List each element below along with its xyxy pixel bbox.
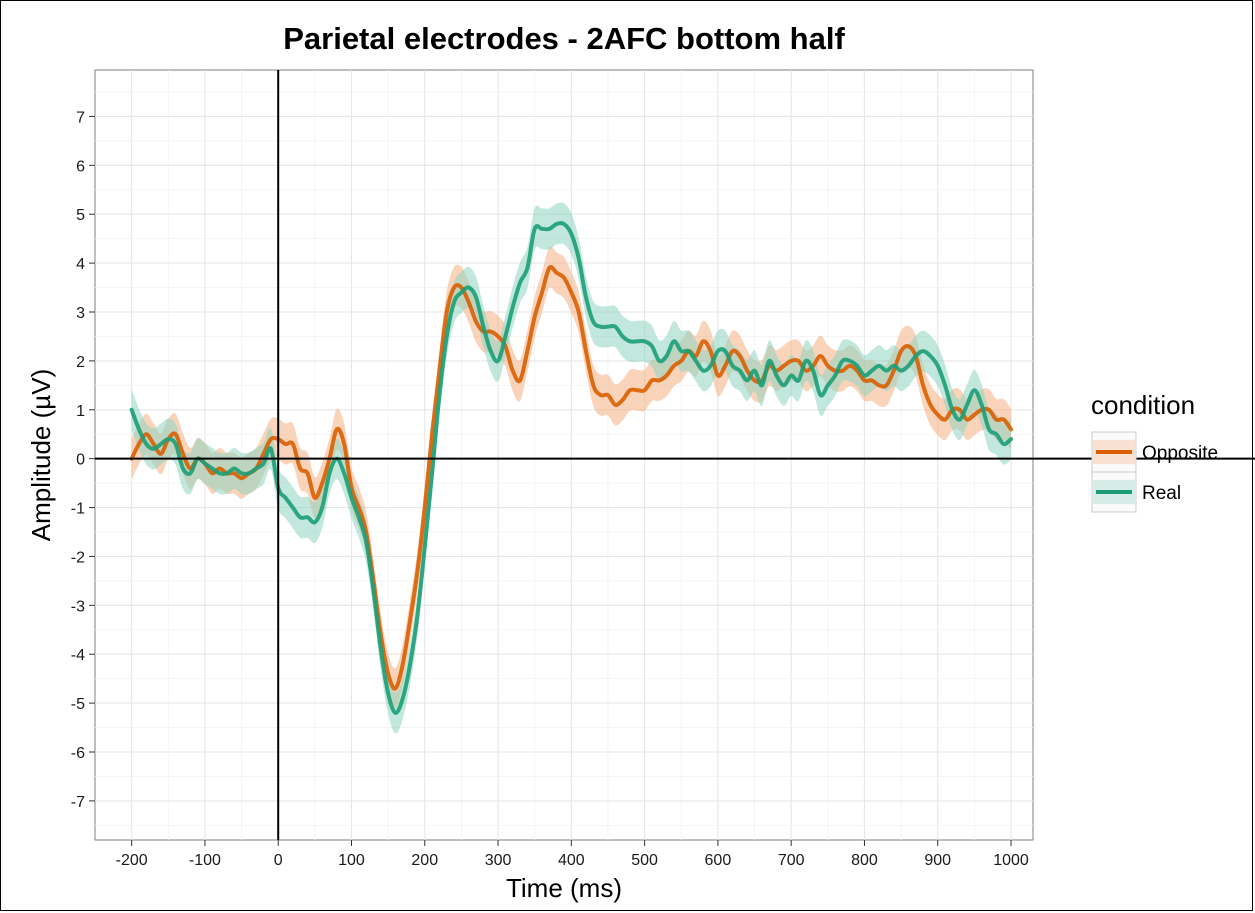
legend-item-real: Real [1091, 471, 1181, 513]
y-tick-label: 1 [76, 403, 85, 420]
y-tick-label: -2 [71, 549, 85, 566]
x-tick-label: 500 [631, 852, 658, 869]
gridlines [95, 70, 1033, 840]
y-tick-label: 7 [76, 109, 85, 126]
x-tick-label: 100 [338, 852, 365, 869]
x-tick-label: 0 [274, 852, 283, 869]
legend-label: Opposite [1142, 443, 1218, 464]
x-tick-label: 900 [924, 852, 951, 869]
legend-title: condition [1091, 390, 1195, 420]
y-tick-label: 3 [76, 305, 85, 322]
y-tick-label: 2 [76, 354, 85, 371]
x-axis-title: Time (ms) [506, 873, 622, 903]
y-tick-label: -6 [71, 745, 85, 762]
reference-lines [95, 70, 1255, 840]
x-tick-label: 600 [705, 852, 732, 869]
x-tick-label: 400 [558, 852, 585, 869]
x-tick-label: 700 [778, 852, 805, 869]
axes: -200 -100 0 100 200 300 400 500 600 700 800 900 1000… [71, 109, 1029, 869]
y-tick-label: -3 [71, 598, 85, 615]
y-tick-label: -4 [71, 647, 85, 664]
x-tick-label: 800 [851, 852, 878, 869]
y-axis-title: Amplitude (µV) [26, 369, 56, 541]
x-tick-label: 200 [411, 852, 438, 869]
legend: condition Opposite Real [1091, 390, 1218, 513]
y-tick-label: -7 [71, 794, 85, 811]
x-tick-label: 1000 [993, 852, 1029, 869]
y-tick-label: 5 [76, 207, 85, 224]
legend-item-opposite: Opposite [1091, 431, 1218, 473]
chart-title: Parietal electrodes - 2AFC bottom half [283, 21, 845, 56]
x-tick-label: -100 [189, 852, 221, 869]
x-tick-label: 300 [485, 852, 512, 869]
y-tick-label: -1 [71, 501, 85, 518]
y-tick-label: 4 [76, 256, 85, 273]
legend-label: Real [1142, 483, 1181, 504]
y-tick-label: -5 [71, 696, 85, 713]
y-tick-label: 0 [76, 452, 85, 469]
y-tick-label: 6 [76, 158, 85, 175]
x-tick-label: -200 [116, 852, 148, 869]
